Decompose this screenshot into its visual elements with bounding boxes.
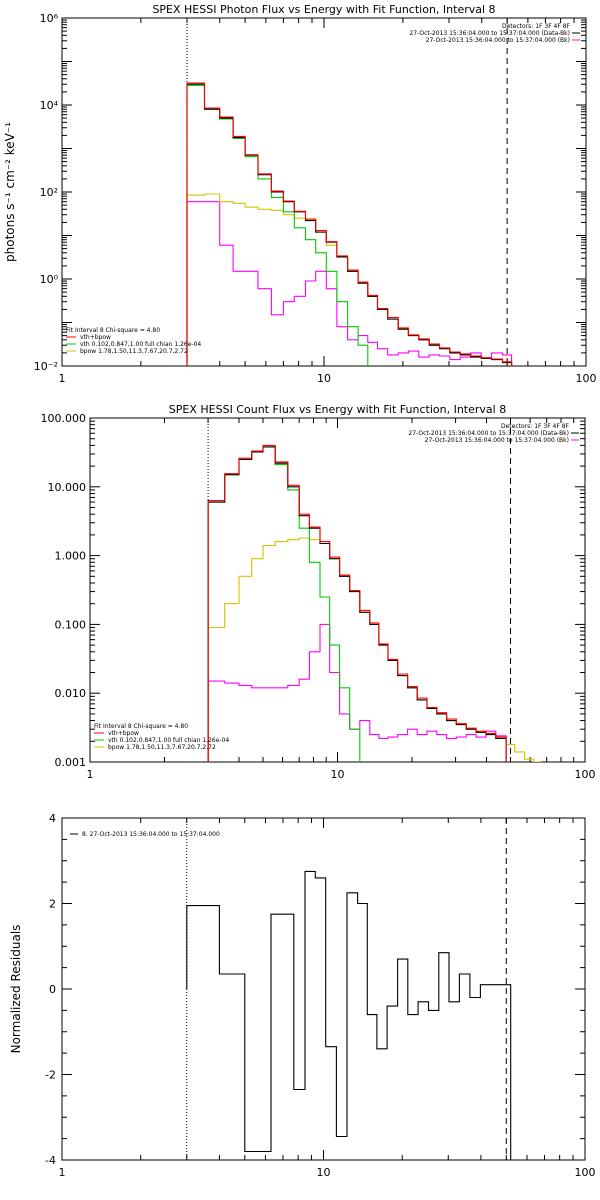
y-axis-label: photons s⁻¹ cm⁻² keV⁻¹ (3, 122, 17, 262)
legend-left-text: vth+bpow (108, 730, 139, 737)
y-tick-label: 0.001 (55, 756, 87, 769)
legend-left-title: Fit Interval 8 Chi-square = 4.80 (94, 723, 188, 730)
plot-frame (89, 417, 586, 763)
x-tick-label: 100 (575, 1166, 596, 1179)
series-line-data (207, 446, 507, 762)
legend-left-text: vth 0.102,0.847,1.00 full chian 1.26e-04 (108, 737, 229, 744)
legend-left-text: vth 0.102,0.847,1.00 full chian 1.26e-04 (80, 341, 201, 348)
y-tick-label: 2 (49, 898, 56, 911)
series-line-bpow (207, 537, 541, 762)
x-tick-label: 1 (59, 372, 66, 385)
legend-right-text: Detectors: 1F 3F 4F 8F (502, 23, 571, 30)
y-tick-label: 10² (40, 186, 58, 199)
legend-right-text: 27-Oct-2013 15:36:04.000 to 15:37:04.000… (409, 30, 570, 37)
series-group (207, 444, 541, 762)
chart-panel-3: Normalized Residuals 1 10 100 -4 -2 0 2 4 8. 27-O… (9, 812, 596, 1179)
legend-left-text: bpow 1.78,1.50,11.3,7.67,20.7,2.72 (108, 744, 216, 751)
y-tick-label: -2 (45, 1069, 56, 1082)
chart-panel-2: SPEX HESSI Count Flux vs Energy with Fit… (41, 403, 596, 781)
y-tick-label: 10.000 (48, 481, 87, 494)
y-tick-label: 10⁻² (34, 360, 58, 373)
x-tick-label: 100 (576, 372, 597, 385)
y-tick-label: 0 (49, 983, 56, 996)
x-tick-label: 10 (331, 768, 345, 781)
x-tick-label: 100 (575, 768, 596, 781)
series-line-total (186, 82, 513, 366)
y-tick-label: 10⁰ (40, 273, 59, 286)
series-line-vth (207, 446, 361, 762)
legend-left-title: 8. 27-Oct-2013 15:36:04.000 to 15:37:04.… (82, 831, 220, 838)
series-line-data (186, 870, 512, 1160)
y-tick-label: 4 (49, 812, 56, 825)
series-group (186, 870, 512, 1160)
x-tick-label: 1 (59, 1166, 66, 1179)
legend-left-title: Fit Interval 8 Chi-square = 4.80 (66, 327, 160, 334)
y-tick-label: 10⁶ (40, 12, 59, 25)
x-tick-label: 10 (317, 372, 331, 385)
legend-right-text: 27-Oct-2013 15:36:04.000 to 15:37:04.000… (425, 437, 569, 444)
y-tick-label: 10⁴ (40, 99, 59, 112)
y-tick-label: -4 (45, 1154, 56, 1167)
legend-right-text: 27-Oct-2013 15:36:04.000 to 15:37:04.000… (426, 37, 570, 44)
chart-title: SPEX HESSI Count Flux vs Energy with Fit… (169, 403, 506, 416)
plot-frame (61, 17, 587, 367)
y-tick-label: 0.100 (55, 618, 87, 631)
series-line-total (207, 444, 507, 762)
series-line-background (207, 623, 507, 762)
y-axis-label: Normalized Residuals (9, 925, 23, 1054)
series-line-vth (186, 84, 369, 366)
legend-left-text: vth+bpow (80, 334, 111, 341)
chart-panel-1: SPEX HESSI Photon Flux vs Energy with Fi… (3, 3, 597, 385)
y-tick-label: 0.010 (55, 687, 87, 700)
y-tick-label: 100.000 (41, 412, 87, 425)
chart-title: SPEX HESSI Photon Flux vs Energy with Fi… (152, 3, 495, 16)
plot-frame (61, 817, 586, 1161)
series-line-data (186, 83, 513, 366)
x-tick-label: 10 (317, 1166, 331, 1179)
series-group (186, 82, 513, 366)
y-tick-label: 1.000 (55, 550, 87, 563)
legend-right-text: 27-Oct-2013 15:36:04.000 to 15:37:04.000… (408, 430, 569, 437)
legend-left-text: bpow 1.78,1.50,11.3,7.67,20.7,2.72 (80, 348, 188, 355)
series-line-background (186, 201, 513, 366)
legend-right-text: Detectors: 1F 3F 4F 8F (501, 423, 570, 430)
x-tick-label: 1 (87, 768, 94, 781)
